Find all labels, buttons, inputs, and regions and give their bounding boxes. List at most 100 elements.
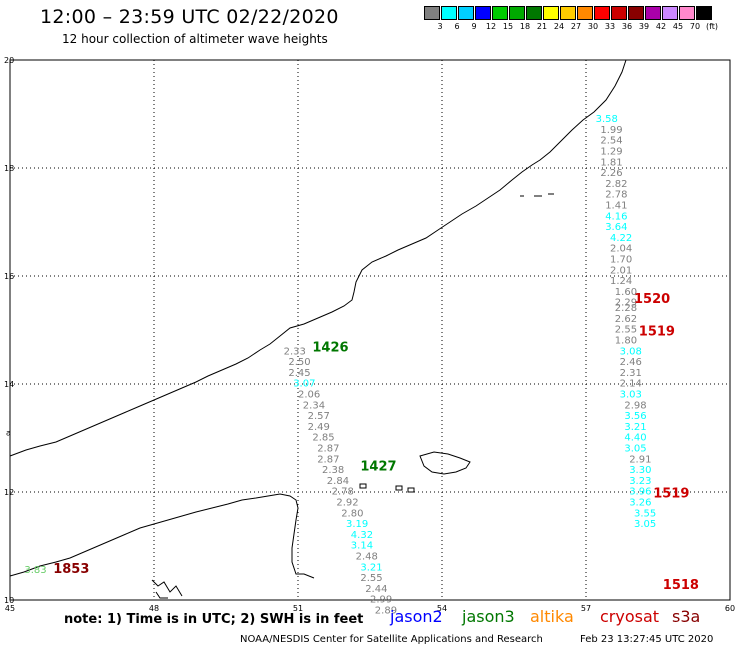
satellite-altika: altika <box>530 607 574 626</box>
lon-tick-label: 48 <box>149 604 159 613</box>
scale-label: 27 <box>570 22 582 31</box>
wave-height-value: 4.32 <box>351 530 373 541</box>
pass-time-label: 1853 <box>53 562 89 577</box>
small-island-1 <box>359 483 367 489</box>
pass-time-labels: 1426 1427 1520 1519 1519 1518 1853 <box>53 292 699 593</box>
scale-label: 33 <box>604 22 616 31</box>
pass-time-label: 1518 <box>663 578 699 593</box>
wave-height-value: 3.64 <box>605 222 627 233</box>
wave-height-value: 2.34 <box>303 400 325 411</box>
wave-height-value: 2.45 <box>288 368 310 379</box>
map-frame <box>9 59 731 601</box>
wave-height-value: 2.14 <box>620 379 642 390</box>
scale-swatch <box>441 6 457 20</box>
wave-height-value: 1.41 <box>605 201 627 212</box>
scale-swatch <box>662 6 678 20</box>
map-subtitle: 12 hour collection of altimeter wave hei… <box>62 32 328 46</box>
footer-timestamp: Feb 23 13:27:45 UTC 2020 <box>580 634 714 645</box>
socotra-island <box>419 451 471 475</box>
scale-label: 18 <box>519 22 531 31</box>
wave-height-value: 2.33 <box>284 346 306 357</box>
axis-labels: 45 48 51 54 57 60 10 12 14 16 18 20 a <box>4 56 735 613</box>
map-title: 12:00 – 23:59 UTC 02/22/2020 <box>40 6 339 28</box>
satellite-cryosat: cryosat <box>600 607 660 626</box>
left-edge-label: a <box>6 429 11 438</box>
wave-height-value: 3.21 <box>360 562 382 573</box>
scale-swatch <box>696 6 712 20</box>
scale-swatch <box>526 6 542 20</box>
wave-height-value: 3.83 <box>24 565 46 576</box>
wave-height-value: 2.01 <box>610 265 632 276</box>
wave-height-value: 2.54 <box>600 136 622 147</box>
wave-height-value: 2.85 <box>312 433 334 444</box>
scale-label: 42 <box>655 22 667 31</box>
wave-height-value: 2.06 <box>298 390 320 401</box>
wave-height-value: 1.29 <box>600 147 622 158</box>
footer-note: note: 1) Time is in UTC; 2) SWH is in fe… <box>64 612 364 627</box>
scale-label: 39 <box>638 22 650 31</box>
scale-label: 30 <box>587 22 599 31</box>
wave-height-value: 2.98 <box>624 400 646 411</box>
horn-of-africa-coast <box>9 493 315 579</box>
wave-height-value: 3.05 <box>624 444 646 455</box>
wave-height-value: 3.14 <box>351 541 373 552</box>
scale-swatch <box>543 6 559 20</box>
arabian-coast-north <box>9 59 627 457</box>
small-island-3 <box>407 487 415 493</box>
coastline <box>9 59 627 599</box>
wave-height-value: 2.87 <box>317 454 339 465</box>
lat-tick-label: 16 <box>4 272 14 281</box>
wave-height-value: 1.80 <box>615 336 637 347</box>
scale-swatch <box>475 6 491 20</box>
lon-tick-label: 45 <box>5 604 15 613</box>
wave-height-value: 2.62 <box>615 314 637 325</box>
lat-tick-label: 18 <box>4 164 14 173</box>
scale-swatch <box>679 6 695 20</box>
wave-height-value: 2.82 <box>605 179 627 190</box>
wave-height-value: 2.04 <box>610 244 632 255</box>
wave-height-value: 2.46 <box>620 357 642 368</box>
wave-height-value: 2.99 <box>370 595 392 606</box>
wave-height-value: 1.24 <box>610 276 632 287</box>
wave-height-value: 2.57 <box>308 411 330 422</box>
wave-height-value: 2.78 <box>605 190 627 201</box>
lon-tick-label: 60 <box>725 604 735 613</box>
wave-height-value: 2.55 <box>360 573 382 584</box>
wave-height-value: 3.96 <box>629 487 651 498</box>
scale-swatch <box>509 6 525 20</box>
wave-height-value: 3.56 <box>624 411 646 422</box>
wave-height-value: 3.08 <box>620 346 642 357</box>
lat-tick-label: 10 <box>4 596 14 605</box>
wave-height-value: 2.31 <box>620 368 642 379</box>
scale-swatch <box>628 6 644 20</box>
lat-lon-grid <box>10 60 730 600</box>
wave-height-value: 2.48 <box>356 552 378 563</box>
reef-islets <box>151 579 183 599</box>
wave-height-value: 3.26 <box>629 498 651 509</box>
lon-tick-label: 57 <box>581 604 591 613</box>
satellite-jason2: jason2 <box>390 607 443 626</box>
pass-time-label: 1427 <box>360 459 396 474</box>
pass-time-label: 1519 <box>653 486 689 501</box>
wave-height-value: 2.28 <box>615 303 637 314</box>
altimeter-tracks: 2.332.502.453.072.062.342.572.492.852.87… <box>24 114 656 616</box>
wave-height-value: 2.44 <box>365 584 387 595</box>
wave-height-value: 3.23 <box>629 476 651 487</box>
track-1853: 3.83 <box>24 565 46 576</box>
scale-swatch <box>594 6 610 20</box>
wave-height-value: 4.16 <box>605 211 627 222</box>
scale-label: 36 <box>621 22 633 31</box>
wave-height-value: 3.05 <box>634 519 656 530</box>
kuria-muria-islands <box>520 193 554 197</box>
lon-tick-label: 51 <box>293 604 303 613</box>
scale-label: 12 <box>485 22 497 31</box>
track-1520: 3.581.992.541.291.812.262.822.781.414.16… <box>596 114 657 530</box>
wave-height-value: 2.26 <box>600 168 622 179</box>
scale-label: 24 <box>553 22 565 31</box>
wave-height-value: 4.22 <box>610 233 632 244</box>
lat-tick-label: 14 <box>4 380 14 389</box>
scale-swatch <box>560 6 576 20</box>
wave-height-value: 3.03 <box>620 390 642 401</box>
wave-height-value: 2.92 <box>336 498 358 509</box>
wave-height-value: 2.50 <box>288 357 310 368</box>
